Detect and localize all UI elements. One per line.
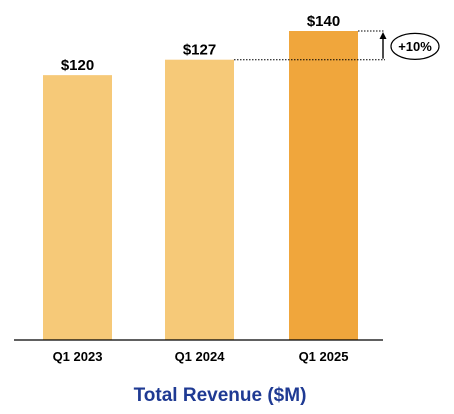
- value-labels-group: $120 $127 $140: [61, 13, 340, 74]
- bar-q1-2023: [43, 75, 112, 341]
- value-label: $120: [61, 57, 94, 74]
- x-tick-label: Q1 2025: [299, 349, 349, 364]
- bars-group: [43, 31, 358, 341]
- tick-labels-group: Q1 2023 Q1 2024 Q1 2025: [53, 349, 349, 364]
- bar-q1-2025: [289, 31, 358, 340]
- x-tick-label: Q1 2023: [53, 349, 103, 364]
- x-tick-label: Q1 2024: [175, 349, 226, 364]
- value-label: $127: [183, 42, 216, 59]
- annotation-oval: [390, 32, 440, 60]
- growth-annotation: +10%: [234, 30, 440, 61]
- bar-q1-2024: [165, 59, 234, 340]
- annotation-arrowhead: [379, 32, 387, 39]
- annotation-label: +10%: [398, 39, 432, 54]
- chart-title: Total Revenue ($M): [134, 385, 307, 406]
- value-label: $140: [307, 13, 340, 30]
